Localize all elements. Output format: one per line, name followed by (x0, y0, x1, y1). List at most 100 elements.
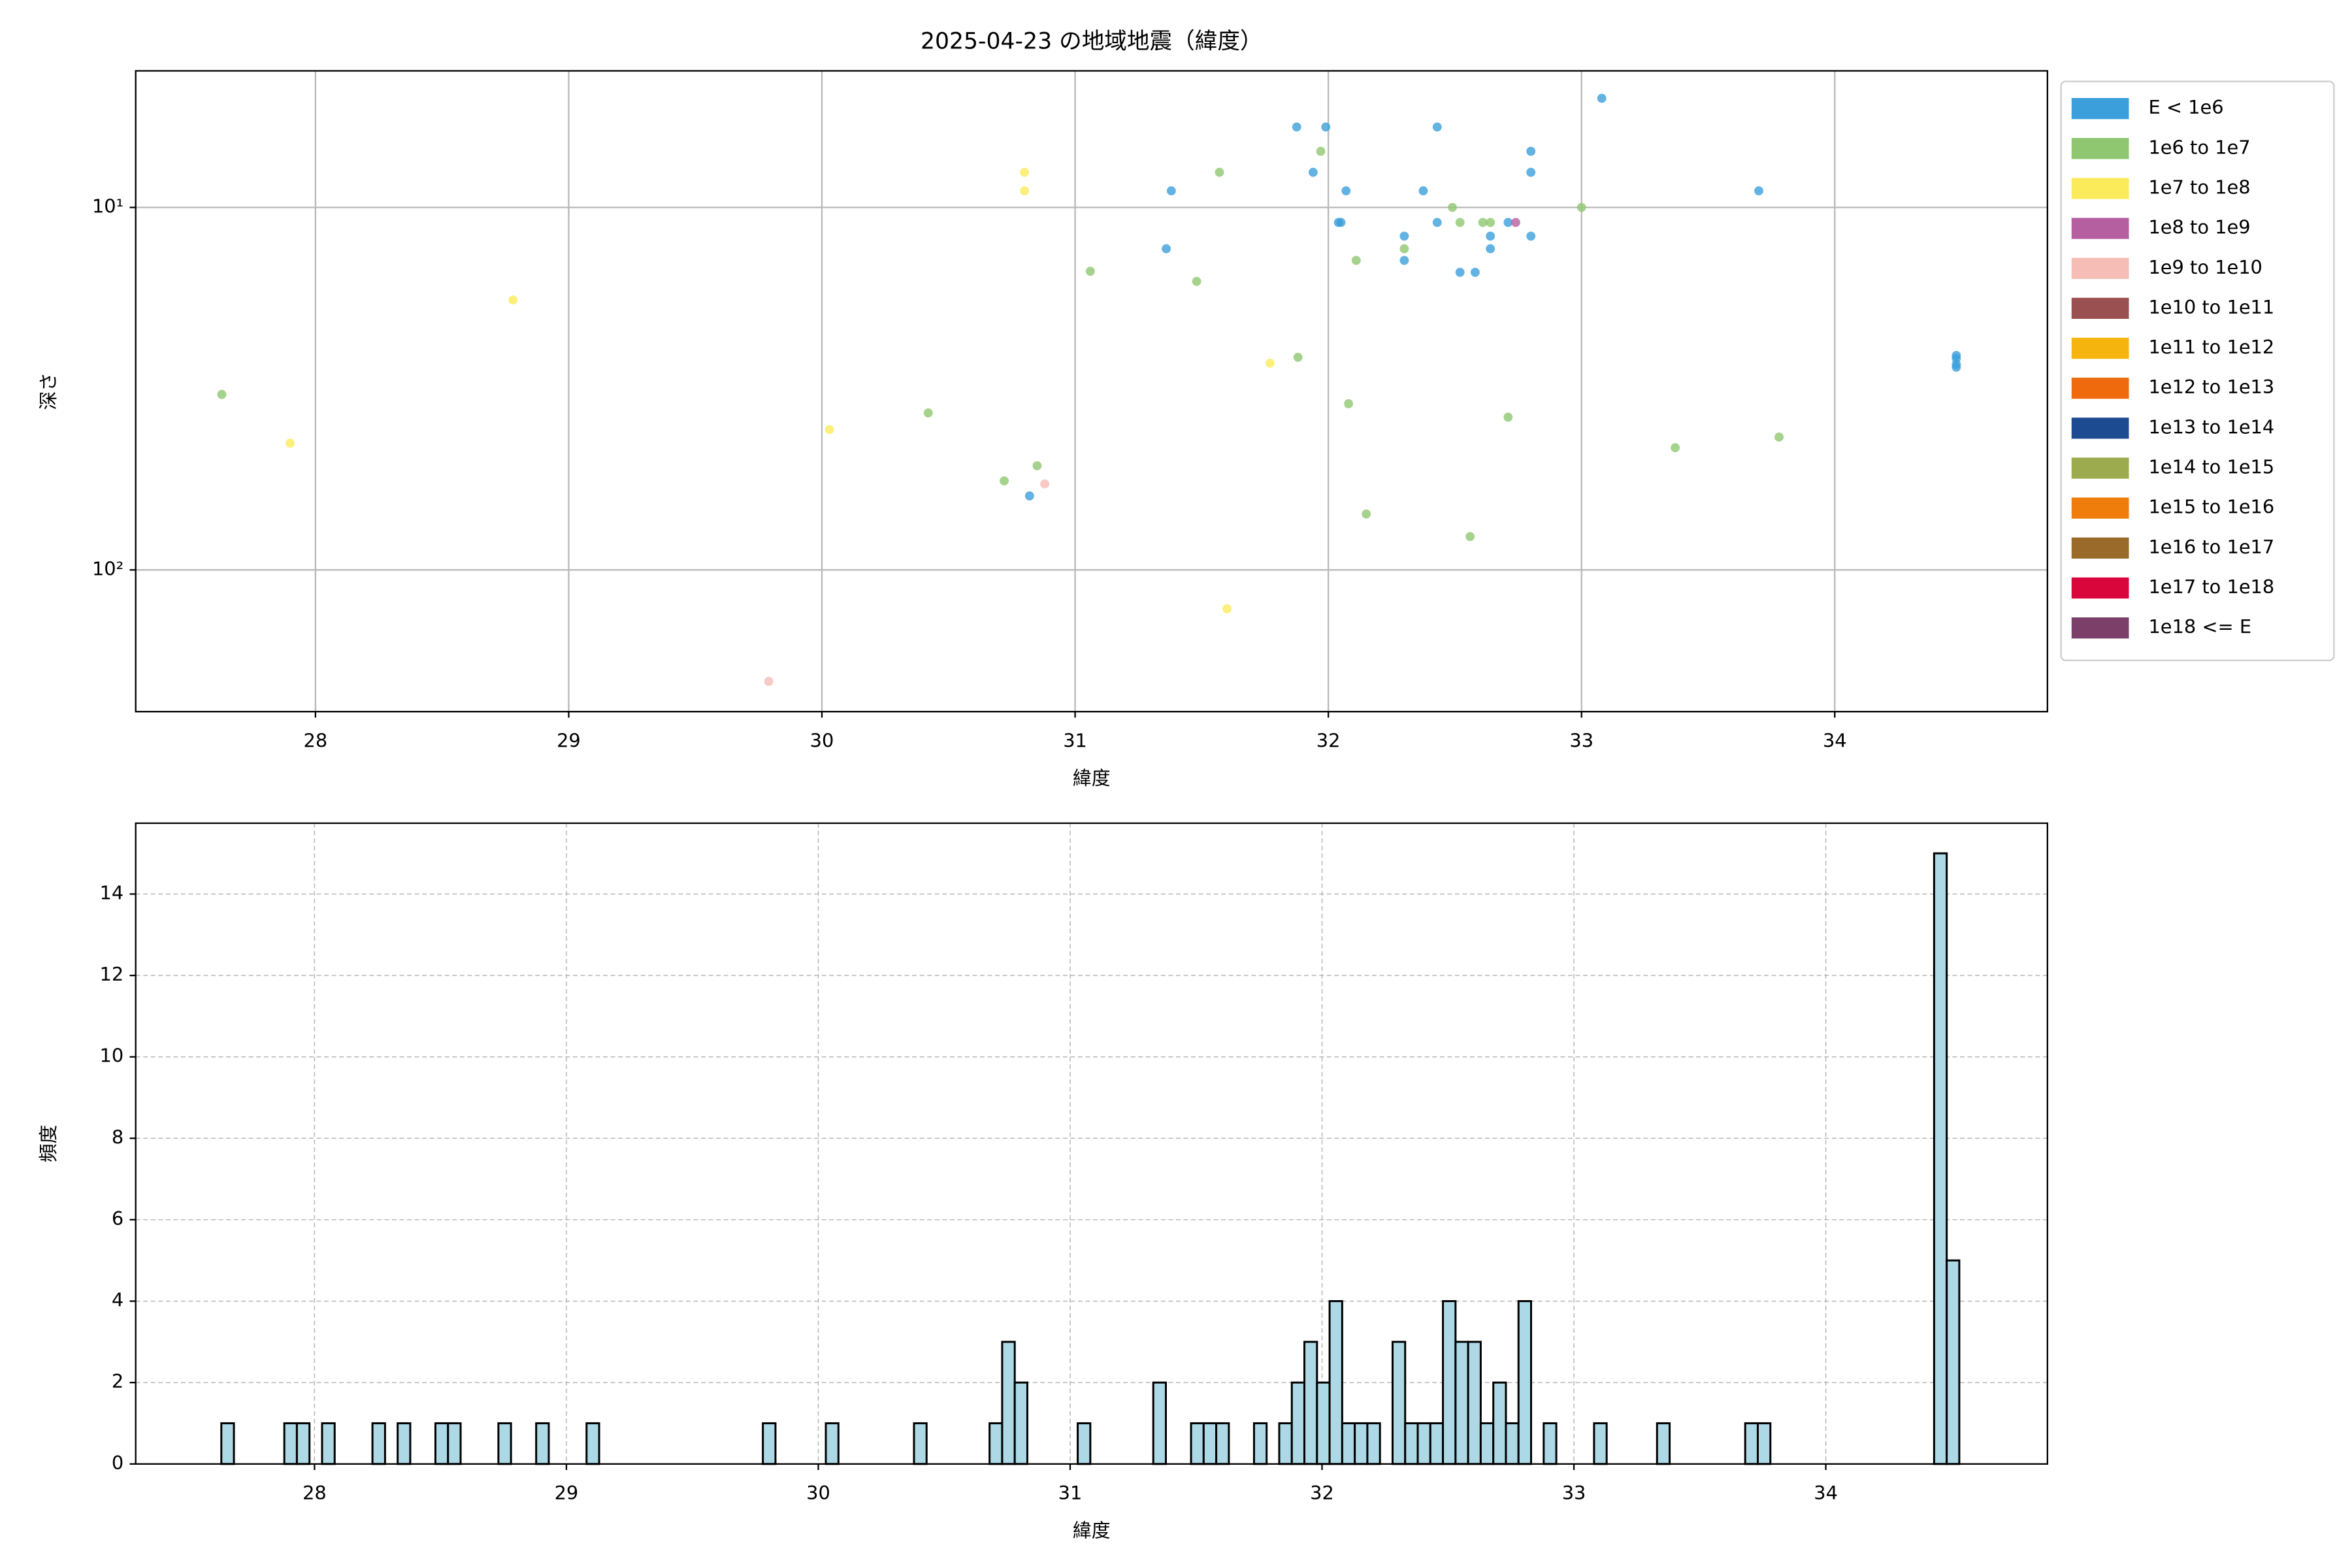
legend-label: 1e11 to 1e12 (2148, 336, 2274, 358)
bar (1391, 1341, 1407, 1465)
bar (1517, 1300, 1533, 1465)
bar (1416, 1422, 1431, 1465)
legend-swatch (2071, 537, 2129, 559)
x-tick-label: 29 (557, 729, 581, 751)
data-point (1024, 491, 1034, 500)
bar (1756, 1422, 1772, 1465)
x-tick-label: 31 (1058, 1482, 1083, 1504)
bar (295, 1422, 311, 1465)
bar (1454, 1341, 1469, 1465)
data-point (1486, 218, 1495, 227)
legend-label: 1e12 to 1e13 (2148, 376, 2274, 398)
data-point (1952, 363, 1961, 372)
data-point (1671, 443, 1680, 453)
data-point (1222, 604, 1232, 613)
data-point (1511, 218, 1520, 227)
x-tick-label: 32 (1316, 729, 1341, 751)
legend-swatch (2071, 178, 2129, 199)
data-point (1399, 244, 1409, 253)
y-tick-label: 10¹ (92, 195, 123, 217)
data-point (1465, 532, 1475, 542)
bar (585, 1422, 600, 1465)
legend-label: 1e17 to 1e18 (2148, 576, 2274, 598)
y-tick-label: 0 (112, 1452, 123, 1474)
y-tick-label: 4 (112, 1289, 123, 1311)
data-point (1432, 218, 1442, 227)
bar (1215, 1422, 1230, 1465)
data-point (1418, 186, 1428, 196)
data-point (1774, 433, 1784, 442)
data-point (1754, 186, 1763, 196)
y-tick-label: 10 (100, 1045, 124, 1067)
data-point (1266, 359, 1275, 368)
data-point (1503, 218, 1513, 227)
bar (913, 1422, 928, 1465)
bar (283, 1422, 298, 1465)
data-point (923, 408, 933, 418)
data-point (764, 677, 774, 686)
bar (321, 1422, 336, 1465)
legend-label: 1e9 to 1e10 (2148, 256, 2262, 278)
x-tick-label: 34 (1814, 1482, 1838, 1504)
bar (497, 1422, 512, 1465)
bar (1479, 1422, 1495, 1465)
data-point (1471, 267, 1480, 277)
legend-swatch (2071, 98, 2129, 120)
data-point (1399, 255, 1409, 265)
y-tick-label: 8 (112, 1126, 123, 1148)
bar (1290, 1381, 1306, 1465)
bar (1328, 1300, 1343, 1465)
x-tick-label: 29 (555, 1482, 579, 1504)
legend-label: 1e8 to 1e9 (2148, 216, 2250, 238)
data-point (1503, 412, 1513, 422)
bar (1505, 1422, 1520, 1465)
data-point (1455, 267, 1465, 277)
bar (1190, 1422, 1205, 1465)
x-tick-label: 28 (304, 729, 328, 751)
data-point (1344, 399, 1354, 408)
plot-area (135, 71, 2048, 712)
legend-box (2060, 80, 2335, 661)
bar (1744, 1422, 1759, 1465)
data-point (508, 295, 518, 305)
y-axis-label: 頻度 (37, 1125, 59, 1163)
bar (1429, 1422, 1445, 1465)
y-axis-label: 深さ (37, 372, 59, 410)
bar (1467, 1341, 1482, 1465)
legend-swatch (2071, 457, 2129, 479)
data-point (1526, 167, 1536, 177)
data-point (825, 425, 834, 434)
bar (1077, 1422, 1092, 1465)
x-tick-label: 31 (1063, 729, 1087, 751)
bar (1001, 1341, 1016, 1465)
data-point (1020, 167, 1029, 177)
bar (988, 1422, 1004, 1465)
bar (1354, 1422, 1369, 1465)
legend-swatch (2071, 577, 2129, 599)
data-point (1351, 255, 1361, 265)
data-point (1321, 122, 1331, 132)
bar (1278, 1422, 1293, 1465)
data-point (1308, 167, 1318, 177)
x-axis-label: 緯度 (1073, 1520, 1111, 1542)
y-tick-label: 10² (92, 557, 123, 580)
legend-label: 1e15 to 1e16 (2148, 496, 2274, 518)
data-point (1432, 122, 1442, 132)
x-axis-label: 緯度 (1073, 767, 1111, 789)
legend-swatch (2071, 257, 2129, 279)
data-point (1316, 146, 1326, 156)
bar (397, 1422, 412, 1465)
plot-frame (135, 822, 2048, 1465)
legend-swatch (2071, 417, 2129, 439)
legend-label: 1e16 to 1e17 (2148, 536, 2274, 558)
data-point (1576, 203, 1586, 212)
bar (1366, 1422, 1381, 1465)
legend-swatch (2071, 218, 2129, 239)
bar (1442, 1300, 1457, 1465)
legend-label: E < 1e6 (2148, 96, 2223, 118)
data-point (217, 389, 227, 399)
legend-label: 1e10 to 1e11 (2148, 296, 2274, 318)
y-tick-label: 6 (112, 1207, 123, 1230)
y-tick-label: 12 (100, 963, 124, 985)
bar (1252, 1422, 1268, 1465)
